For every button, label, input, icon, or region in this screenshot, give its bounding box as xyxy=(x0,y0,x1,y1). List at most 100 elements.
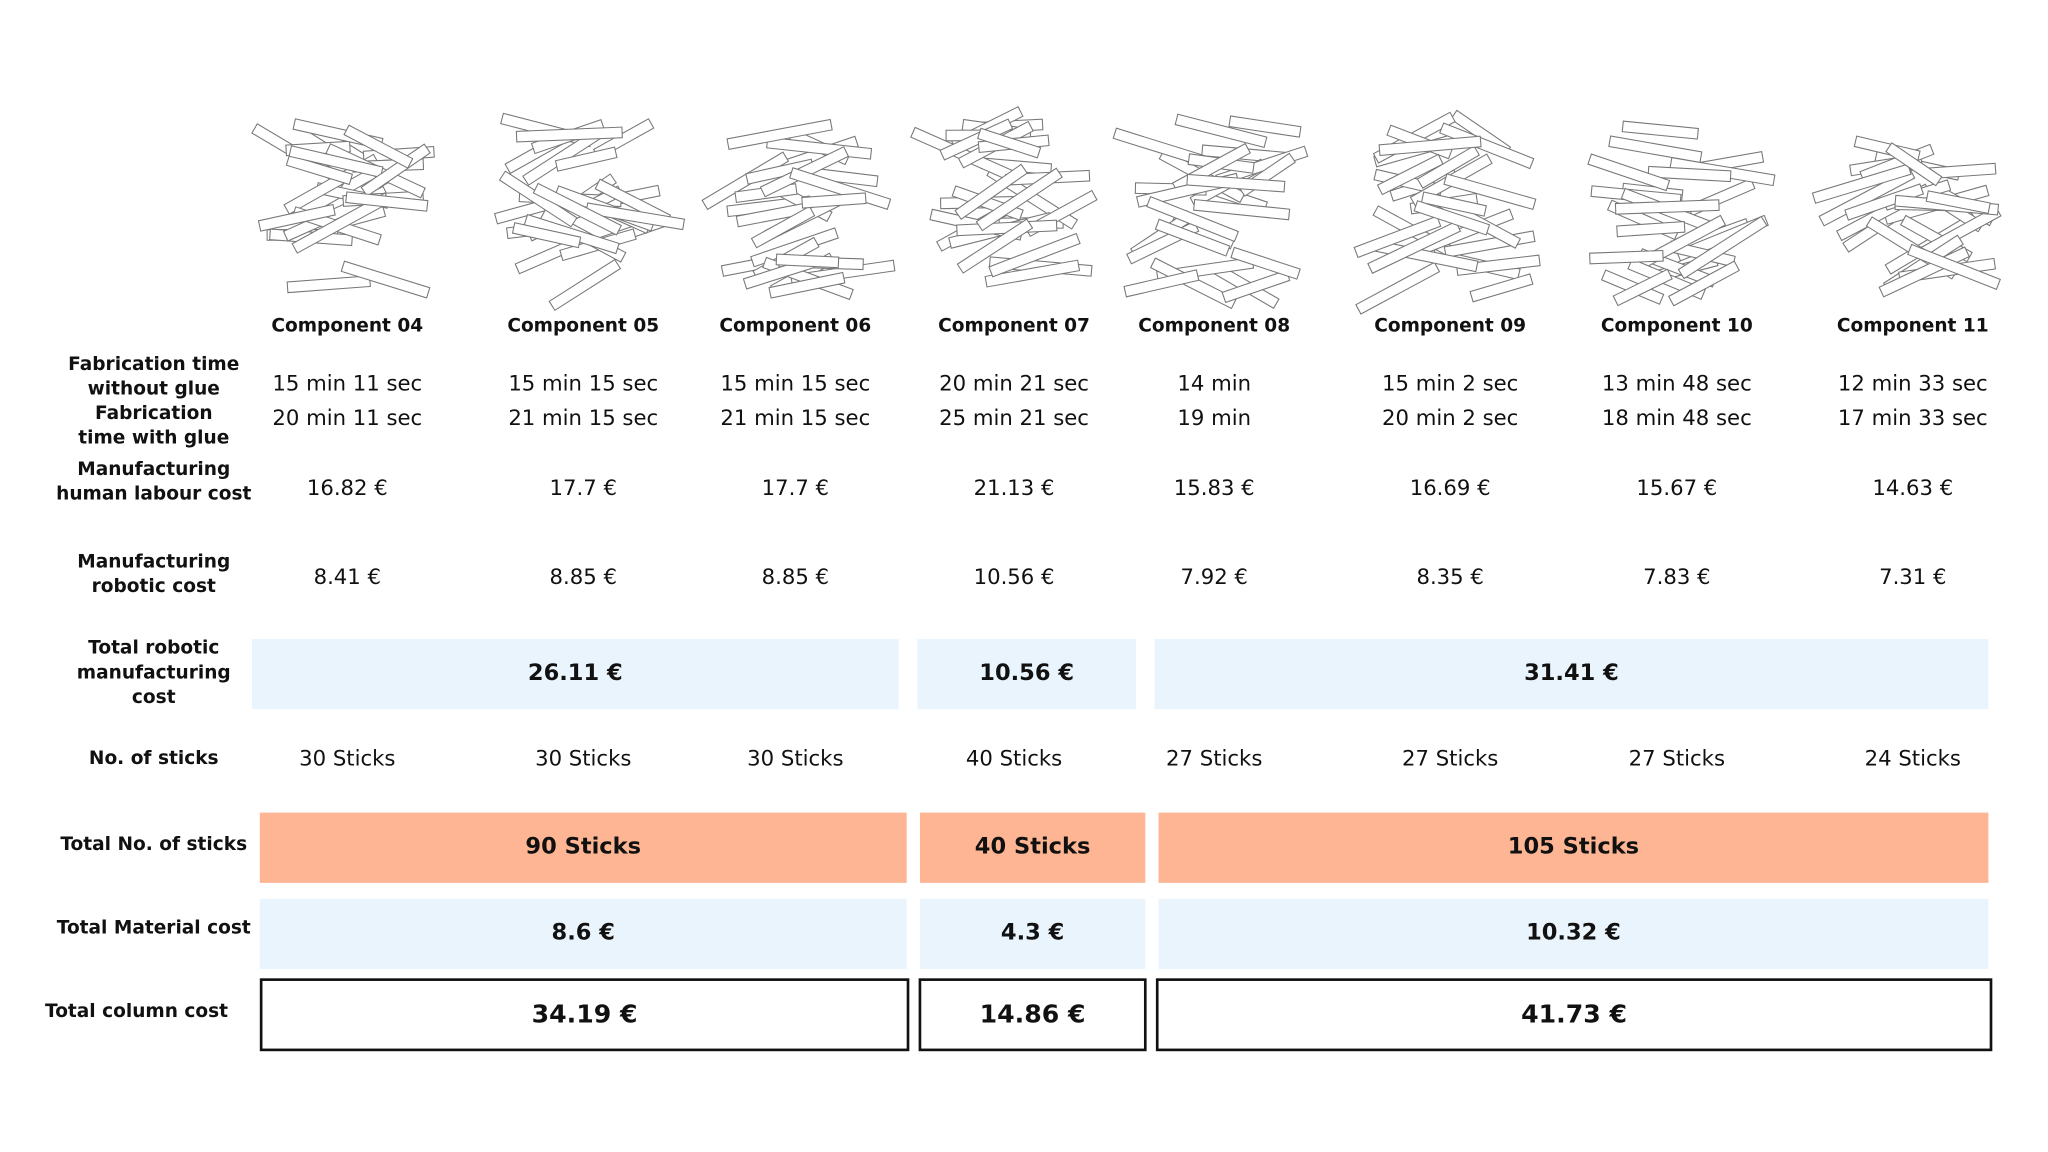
group-value: 90 Sticks xyxy=(525,834,641,860)
group-value: 41.73 € xyxy=(1521,999,1627,1028)
component-illustration xyxy=(1353,109,1541,315)
cell: 8.85 € xyxy=(550,564,617,589)
cell: 30 Sticks xyxy=(299,746,395,771)
stick xyxy=(1193,198,1291,221)
stick xyxy=(1416,145,1481,189)
component-illustration xyxy=(701,118,896,301)
component-illustration xyxy=(1587,120,1776,307)
stick xyxy=(286,275,371,294)
row-label: human labour cost xyxy=(56,483,251,504)
cell: 25 min 21 sec xyxy=(939,405,1089,430)
stick xyxy=(532,182,622,236)
stick xyxy=(554,146,618,172)
stick xyxy=(343,124,414,169)
component-illustration xyxy=(493,112,686,312)
cell: 7.31 € xyxy=(1879,564,1946,589)
cell: 15 min 15 sec xyxy=(508,370,658,395)
component-name: Component 09 xyxy=(1374,316,1526,337)
group-value: 34.19 € xyxy=(532,999,638,1028)
group-cell xyxy=(259,898,907,970)
group-value: 105 Sticks xyxy=(1508,834,1639,860)
stick xyxy=(1230,246,1301,280)
group-cell xyxy=(919,812,1146,883)
stick xyxy=(1455,254,1541,276)
group-value: 10.32 € xyxy=(1526,920,1621,946)
group-cell xyxy=(918,978,1147,1052)
cell: 15 min 15 sec xyxy=(720,370,870,395)
group-value: 8.6 € xyxy=(552,920,615,946)
stick xyxy=(1907,243,2001,290)
stick xyxy=(257,203,336,232)
cell: 20 min 2 sec xyxy=(1382,405,1518,430)
cell: 8.35 € xyxy=(1416,564,1483,589)
cell: 19 min xyxy=(1177,405,1251,430)
row-label: manufacturing xyxy=(77,662,231,683)
stick xyxy=(511,222,582,249)
stick xyxy=(1355,261,1441,315)
stick xyxy=(1677,215,1768,280)
group-cell xyxy=(1158,898,1989,970)
stick xyxy=(1587,153,1671,192)
cell: 12 min 33 sec xyxy=(1838,370,1988,395)
cell: 16.82 € xyxy=(307,475,388,500)
cell: 17.7 € xyxy=(550,475,617,500)
stick xyxy=(1145,195,1240,243)
component-name: Component 07 xyxy=(938,316,1090,337)
cell: 8.85 € xyxy=(762,564,829,589)
stick xyxy=(1376,153,1444,196)
stick xyxy=(1925,190,1991,215)
stick xyxy=(1154,218,1231,257)
group-cell xyxy=(259,978,910,1052)
component-name: Component 04 xyxy=(271,316,423,337)
group-cell xyxy=(251,638,899,710)
cell: 14.63 € xyxy=(1872,475,1953,500)
group-value: 4.3 € xyxy=(1001,920,1064,946)
stick xyxy=(1621,120,1699,140)
group-cell xyxy=(1154,638,1989,710)
stick xyxy=(288,145,384,178)
cell: 8.41 € xyxy=(314,564,381,589)
group-cell xyxy=(259,812,907,883)
stick xyxy=(285,154,354,186)
stick xyxy=(956,218,1034,274)
group-value: 31.41 € xyxy=(1524,660,1619,686)
cell: 27 Sticks xyxy=(1402,746,1498,771)
stick xyxy=(988,232,1081,278)
cell: 15.83 € xyxy=(1174,475,1255,500)
row-label: Total No. of sticks xyxy=(60,834,247,855)
cell: 14 min xyxy=(1177,370,1251,395)
stick xyxy=(1811,163,1912,204)
stick xyxy=(1443,173,1537,211)
row-label: Total robotic xyxy=(88,638,219,659)
row-label: Fabrication time xyxy=(68,354,239,375)
cell: 15 min 2 sec xyxy=(1382,370,1518,395)
cell: 20 min 21 sec xyxy=(939,370,1089,395)
component-name: Component 06 xyxy=(719,316,871,337)
stick xyxy=(1413,200,1491,236)
row-label: Fabrication xyxy=(95,403,213,424)
cell: 24 Sticks xyxy=(1865,746,1961,771)
component-illustration xyxy=(910,106,1098,288)
stick xyxy=(775,253,840,269)
stick xyxy=(548,258,622,312)
stick xyxy=(1589,249,1664,265)
row-label: No. of sticks xyxy=(89,748,219,769)
cell: 30 Sticks xyxy=(535,746,631,771)
stick xyxy=(1174,113,1268,149)
stick xyxy=(701,151,790,211)
stick xyxy=(515,126,623,143)
cell: 21 min 15 sec xyxy=(720,405,870,430)
cell: 40 Sticks xyxy=(966,746,1062,771)
stick xyxy=(768,271,846,299)
stick xyxy=(1469,273,1534,303)
group-value: 14.86 € xyxy=(980,999,1086,1028)
stick xyxy=(750,205,816,249)
stick xyxy=(360,143,431,197)
stick xyxy=(1186,173,1286,193)
stick xyxy=(1420,191,1487,217)
component-illustration xyxy=(251,118,435,299)
group-cell xyxy=(1155,978,1993,1052)
group-cell xyxy=(917,638,1137,710)
